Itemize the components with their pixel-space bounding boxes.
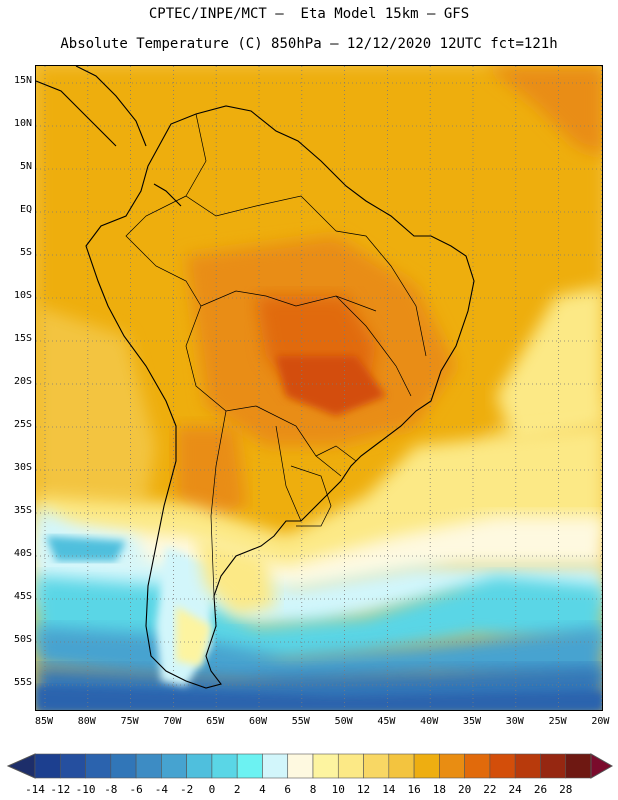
colorbar-swatch [439,753,465,779]
colorbar-swatch [110,753,137,779]
colorbar-swatch [388,753,415,779]
longitude-label: 60W [248,716,268,727]
colorbar-swatch [337,753,364,779]
colorbar-tick-label: 16 [407,783,421,796]
temperature-field [36,66,602,710]
longitude-label: 35W [462,716,482,727]
latitude-label: 10N [13,118,32,129]
colorbar-tick-label: -4 [154,783,168,796]
colorbar-tick-label: 10 [331,783,345,796]
colorbar-tick-label: 28 [559,783,573,796]
colorbar-over-arrow [590,753,614,779]
longitude-label: 20W [591,716,610,727]
colorbar-tick-label: 8 [309,783,317,796]
chart-title-line-1: CPTEC/INPE/MCT – Eta Model 15km – GFS [148,6,470,22]
colorbar-swatch [59,753,86,779]
colorbar-tick-label: 24 [508,783,522,796]
latitude-label: EQ [19,204,32,215]
colorbar-tick-label: -14 [25,783,45,796]
latitude-label: 30S [13,462,32,473]
colorbar-tick-label: 26 [533,783,548,796]
latitude-label: 40S [13,548,32,559]
longitude-label: 65W [206,716,225,727]
latitude-label: 5N [19,161,32,172]
latitude-label: 10S [13,290,32,301]
longitude-label: 30W [505,716,524,727]
colorbar-swatch [514,753,541,779]
colorbar-swatch [161,753,187,779]
latitude-label: 20S [13,376,32,387]
colorbar-tick-label: 2 [233,783,241,796]
latitude-label: 55S [13,677,32,688]
colorbar-swatch [565,753,592,779]
temperature-map [35,65,603,711]
colorbar-swatch [135,753,162,779]
latitude-label: 15N [13,75,32,86]
latitude-label: 50S [13,634,32,645]
colorbar-swatch [262,753,289,779]
colorbar-swatch [287,753,314,779]
longitude-label: 75W [120,716,139,727]
map-canvas [36,66,602,710]
latitude-label: 45S [13,591,32,602]
colorbar-tick-label: -12 [50,783,71,796]
longitude-label: 85W [34,716,54,727]
colorbar-swatch [211,753,238,779]
longitude-label: 70W [163,716,182,727]
colorbar-tick-label: -8 [104,783,118,796]
country-borders [125,113,427,597]
latitude-label: 15S [13,333,32,344]
longitude-label: 45W [377,716,396,727]
latitude-label: 25S [13,419,32,430]
colorbar-tick-label: 18 [432,783,446,796]
colorbar-tick-label: -10 [75,783,96,796]
colorbar [6,753,614,779]
colorbar-tick-label: -2 [180,783,194,796]
colorbar-swatch [34,753,61,779]
colorbar-tick-label: 22 [483,783,497,796]
colorbar-swatch [540,753,567,779]
colorbar-swatch [312,753,339,779]
chart-title-line-2: Absolute Temperature (C) 850hPa – 12/12/… [60,36,558,52]
longitude-label: 50W [334,716,353,727]
latitude-label: 35S [13,505,32,516]
colorbar-tick-label: 6 [284,783,292,796]
colorbar-swatch [413,753,440,779]
colorbar-swatch [363,753,390,779]
colorbar-swatch [186,753,213,779]
colorbar-tick-label: -6 [129,783,143,796]
colorbar-tick-label: 12 [356,783,371,796]
colorbar-tick-label: 14 [382,783,396,796]
longitude-label: 55W [291,716,310,727]
longitude-label: 25W [548,716,567,727]
longitude-label: 80W [77,716,96,727]
colorbar-swatch [236,753,263,779]
colorbar-tick-label: 20 [458,783,472,796]
colorbar-swatch [489,753,516,779]
colorbar-under-arrow [6,753,36,779]
graticule [36,66,602,710]
longitude-label: 40W [420,716,439,727]
colorbar-tick-label: 0 [208,783,216,796]
colorbar-tick-label: 4 [259,783,266,796]
colorbar-swatch [85,753,112,779]
colorbar-swatch [464,753,491,779]
latitude-label: 5S [19,247,32,258]
